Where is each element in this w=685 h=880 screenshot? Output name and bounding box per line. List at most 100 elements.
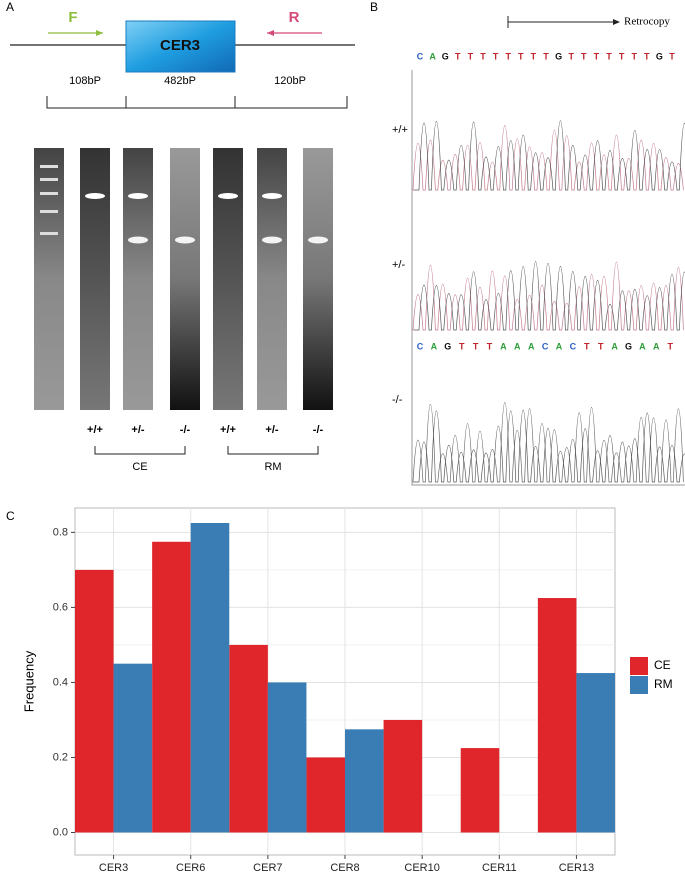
base: A xyxy=(611,341,618,351)
gel-band xyxy=(262,236,282,244)
base: T xyxy=(669,51,675,61)
gel-band xyxy=(85,193,105,199)
base: T xyxy=(543,51,549,61)
ladder-band xyxy=(40,210,58,213)
base: T xyxy=(631,51,637,61)
group-bracket xyxy=(94,446,319,455)
base: T xyxy=(644,51,650,61)
bar xyxy=(75,569,114,833)
lane-label: +/- xyxy=(131,424,144,436)
chromatograms: C A G T T T T T T T T G T T T T T T T G TC A G T T T A A A C A C T T A G A A T xyxy=(412,51,685,483)
base: T xyxy=(518,51,524,61)
base: G xyxy=(656,51,663,61)
base: T xyxy=(619,51,625,61)
base: A xyxy=(514,341,521,351)
base: T xyxy=(667,341,673,351)
x-tick-label: CER7 xyxy=(253,862,282,874)
base: T xyxy=(581,51,587,61)
bar xyxy=(576,673,615,833)
segment-label: 482bP xyxy=(164,75,196,87)
bar xyxy=(113,663,153,833)
trace xyxy=(412,402,684,483)
gel-band xyxy=(308,236,328,244)
base: T xyxy=(594,51,600,61)
base: T xyxy=(487,341,493,351)
y-tick-label: 0.0 xyxy=(53,826,68,838)
y-tick-label: 0.4 xyxy=(53,676,68,688)
segment-bracket xyxy=(46,96,348,109)
primer-label: R xyxy=(289,9,300,26)
gene-box xyxy=(125,20,236,73)
base: A xyxy=(500,341,507,351)
bar xyxy=(345,729,384,833)
lane-label: +/- xyxy=(265,424,278,436)
base: A xyxy=(429,51,436,61)
base: C xyxy=(570,341,577,351)
legend-swatch xyxy=(630,676,648,694)
legend-label: CE xyxy=(654,658,671,672)
gel-lane xyxy=(213,148,243,410)
primer-label: F xyxy=(68,9,77,26)
trace xyxy=(412,261,684,331)
gel-lane xyxy=(34,148,64,410)
base: T xyxy=(606,51,612,61)
base: T xyxy=(459,341,465,351)
panel-label: A xyxy=(6,0,14,14)
base: T xyxy=(598,341,604,351)
genotype-label: +/- xyxy=(392,259,405,271)
trace xyxy=(414,261,685,331)
trace xyxy=(414,409,685,483)
ladder-band xyxy=(40,192,58,195)
annotation: Retrocopy xyxy=(624,16,670,28)
base: A xyxy=(639,341,646,351)
base: T xyxy=(473,341,479,351)
genotype-label: -/- xyxy=(392,394,403,406)
gel-band xyxy=(175,236,195,244)
bar xyxy=(460,748,500,833)
arrow-head xyxy=(613,19,620,25)
trace-frame xyxy=(411,70,685,486)
lane-label: -/- xyxy=(180,424,191,436)
base: T xyxy=(505,51,511,61)
gel-lane xyxy=(123,148,153,410)
y-tick-label: 0.6 xyxy=(53,601,68,613)
gel-lane xyxy=(170,148,200,410)
lane-label: +/+ xyxy=(220,424,236,436)
legend-label: RM xyxy=(654,677,673,691)
bar xyxy=(537,598,577,833)
base: T xyxy=(455,51,461,61)
arrow-head xyxy=(267,30,274,36)
panel-label: B xyxy=(370,0,378,14)
bar xyxy=(306,757,345,833)
gel-lane xyxy=(303,148,333,410)
x-tick-label: CER3 xyxy=(99,862,128,874)
gel-band xyxy=(128,193,148,199)
base: T xyxy=(468,51,474,61)
base: G xyxy=(442,51,449,61)
bar xyxy=(190,523,230,833)
base: C xyxy=(542,341,549,351)
base: T xyxy=(584,341,590,351)
trace xyxy=(414,120,685,191)
gel-band xyxy=(218,193,238,199)
segment-label: 120bP xyxy=(274,75,306,87)
base: G xyxy=(555,51,562,61)
group-label: CE xyxy=(132,461,147,473)
x-tick-label: CER13 xyxy=(559,862,594,874)
ladder-band xyxy=(40,232,58,235)
gel-band xyxy=(262,193,282,199)
lane-label: -/- xyxy=(313,424,324,436)
base: C xyxy=(417,341,424,351)
base: T xyxy=(480,51,486,61)
gene-label: CER3 xyxy=(160,37,200,54)
gel-band xyxy=(128,236,148,244)
bar xyxy=(229,644,268,833)
arrow-head xyxy=(96,30,103,36)
panel-label: C xyxy=(6,509,15,523)
base: T xyxy=(531,51,537,61)
bar xyxy=(383,719,423,833)
bar xyxy=(267,682,307,833)
genotype-label: +/+ xyxy=(392,124,408,136)
x-tick-label: CER11 xyxy=(482,862,517,874)
